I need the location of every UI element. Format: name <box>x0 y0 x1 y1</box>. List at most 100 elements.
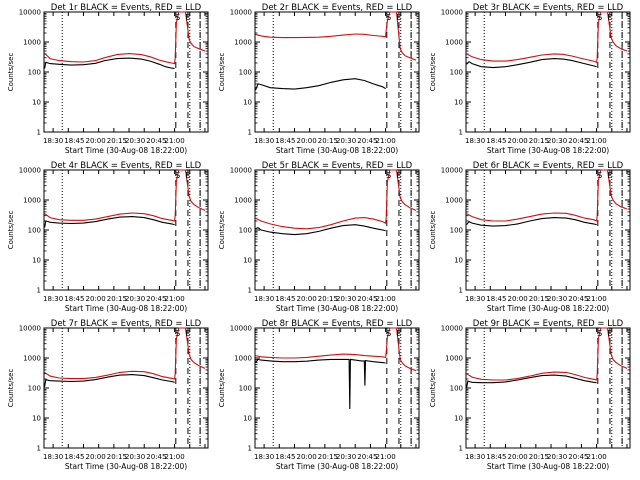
x-tick-label: 20:15 <box>318 453 338 461</box>
y-tick-label: 10 <box>454 257 463 265</box>
y-tick-label: 10 <box>32 257 41 265</box>
marker-e: E <box>185 13 190 22</box>
x-tick-label: 20:30 <box>547 137 567 145</box>
x-tick-label: 20:00 <box>297 137 317 145</box>
x-axis-label: Start Time (30-Aug-08 18:22:00) <box>487 146 609 155</box>
x-tick-label: 20:00 <box>86 137 106 145</box>
x-tick-label: 20:15 <box>318 295 338 303</box>
x-tick-label: 20:45 <box>357 295 377 303</box>
series-events-line <box>255 78 386 91</box>
y-axis-label: Counts/sec <box>218 53 226 92</box>
x-axis-label: Start Time (30-Aug-08 18:22:00) <box>487 462 609 471</box>
x-tick-label: 20:15 <box>529 137 549 145</box>
y-tick-label: 10000 <box>19 9 41 17</box>
x-tick-label: 18:30 <box>465 453 485 461</box>
plot-frame <box>254 327 420 449</box>
marker-e: E <box>396 171 401 180</box>
marker-e: E <box>607 171 612 180</box>
x-tick-label: 20:15 <box>318 137 338 145</box>
y-tick-label: 1 <box>248 287 252 295</box>
plot-frame <box>254 11 420 133</box>
y-tick-label: 10000 <box>441 167 463 175</box>
y-tick-label: 10 <box>32 99 41 107</box>
x-tick-label: 20:00 <box>86 453 106 461</box>
x-tick-label: 20:45 <box>568 137 588 145</box>
series-events-line <box>255 358 386 410</box>
panel-title: Det 9r BLACK = Events, RED = LLD <box>473 319 624 329</box>
x-axis-label: Start Time (30-Aug-08 18:22:00) <box>276 462 398 471</box>
series-events-line <box>255 224 386 236</box>
y-axis-label: Counts/sec <box>429 211 437 250</box>
panel-title: Det 2r BLACK = Events, RED = LLD <box>262 3 413 13</box>
series-lld-line <box>466 11 628 64</box>
x-tick-label: 18:30 <box>43 137 63 145</box>
x-tick-label: 21:00 <box>586 137 606 145</box>
panel-title: Det 5r BLACK = Events, RED = LLD <box>262 161 413 171</box>
marker-e: E <box>396 13 401 22</box>
y-tick-label: 1 <box>37 445 41 453</box>
y-tick-label: 1 <box>459 445 463 453</box>
marker-e: E <box>396 329 401 338</box>
panel-title: Det 6r BLACK = Events, RED = LLD <box>473 161 624 171</box>
series-events-line <box>466 58 597 69</box>
marker-s: S <box>597 329 602 338</box>
x-tick-label: 20:30 <box>336 137 356 145</box>
x-tick-label: 18:45 <box>64 137 84 145</box>
x-tick-label: 20:00 <box>508 453 528 461</box>
y-tick-label: 100 <box>239 69 252 77</box>
plot-frame <box>465 11 631 133</box>
y-tick-label: 100 <box>450 385 463 393</box>
y-tick-label: 1 <box>37 129 41 137</box>
marker-s: S <box>597 171 602 180</box>
x-axis-label: Start Time (30-Aug-08 18:22:00) <box>487 304 609 313</box>
y-tick-label: 10000 <box>230 325 252 333</box>
x-tick-label: 20:00 <box>86 295 106 303</box>
series-lld-line <box>255 169 417 230</box>
x-tick-label: 20:15 <box>107 295 127 303</box>
panel-title: Det 7r BLACK = Events, RED = LLD <box>51 319 202 329</box>
x-tick-label: 20:45 <box>146 295 166 303</box>
series-lld-line <box>44 11 206 65</box>
y-tick-label: 1000 <box>445 197 463 205</box>
y-tick-label: 1000 <box>23 197 41 205</box>
y-tick-label: 10000 <box>441 9 463 17</box>
x-axis-label: Start Time (30-Aug-08 18:22:00) <box>65 462 187 471</box>
series-events-line <box>44 57 175 70</box>
y-tick-label: 10 <box>243 415 252 423</box>
series-lld-line <box>466 327 628 381</box>
series-lld-line <box>466 169 628 222</box>
x-tick-label: 20:45 <box>357 453 377 461</box>
panel-det-3: Det 3r BLACK = Events, RED = LLD 1 10 100 10… <box>429 3 631 155</box>
x-tick-label: 20:30 <box>547 453 567 461</box>
y-tick-label: 10 <box>32 415 41 423</box>
x-tick-label: 21:00 <box>164 295 184 303</box>
y-tick-label: 10000 <box>230 9 252 17</box>
y-tick-label: 1000 <box>23 355 41 363</box>
panel-det-4: Det 4r BLACK = Events, RED = LLD 1 10 100 10… <box>7 161 209 313</box>
x-tick-label: 21:00 <box>586 295 606 303</box>
x-axis-label: Start Time (30-Aug-08 18:22:00) <box>276 304 398 313</box>
y-tick-label: 1 <box>248 129 252 137</box>
x-tick-label: 18:45 <box>275 295 295 303</box>
plot-frame <box>43 327 209 449</box>
x-tick-label: 21:00 <box>164 137 184 145</box>
panel-det-5: Det 5r BLACK = Events, RED = LLD 1 10 100 10… <box>218 161 420 313</box>
panel-det-9: Det 9r BLACK = Events, RED = LLD 1 10 100 10… <box>429 319 631 471</box>
x-axis-label: Start Time (30-Aug-08 18:22:00) <box>65 304 187 313</box>
x-tick-label: 20:00 <box>508 295 528 303</box>
x-tick-label: 20:15 <box>107 137 127 145</box>
series-lld-line <box>255 327 417 372</box>
x-tick-label: 20:00 <box>297 295 317 303</box>
y-tick-label: 10000 <box>230 167 252 175</box>
y-axis-label: Counts/sec <box>218 369 226 408</box>
x-tick-label: 20:00 <box>297 453 317 461</box>
x-tick-label: 20:00 <box>508 137 528 145</box>
x-tick-label: 18:30 <box>254 295 274 303</box>
marker-s: S <box>175 329 180 338</box>
x-tick-label: 20:30 <box>125 137 145 145</box>
x-axis-label: Start Time (30-Aug-08 18:22:00) <box>276 146 398 155</box>
x-tick-label: 20:15 <box>529 453 549 461</box>
marker-s: S <box>175 13 180 22</box>
x-tick-label: 21:00 <box>375 137 395 145</box>
marker-e: E <box>185 329 190 338</box>
